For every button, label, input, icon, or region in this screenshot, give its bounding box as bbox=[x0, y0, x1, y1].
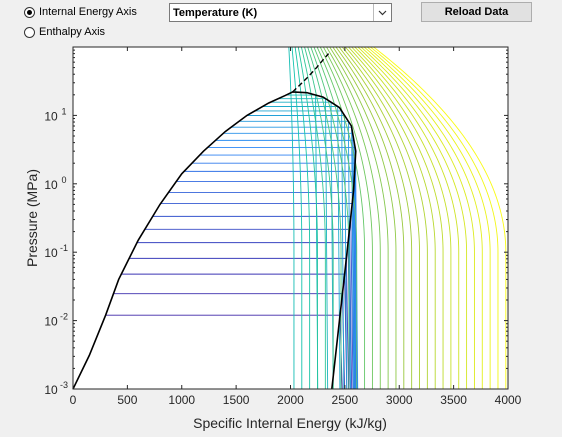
isotherm-line bbox=[360, 46, 475, 389]
y-tick-exponent: 1 bbox=[61, 106, 66, 116]
radio-enthalpy-label: Enthalpy Axis bbox=[39, 26, 106, 38]
x-tick-label: 0 bbox=[70, 393, 77, 407]
x-tick-label: 3000 bbox=[386, 393, 413, 407]
radio-button-icon[interactable] bbox=[24, 26, 35, 38]
y-tick-label: 10 bbox=[44, 383, 58, 397]
isotherm-line bbox=[370, 46, 499, 389]
isotherm-line bbox=[367, 46, 491, 389]
x-tick-label: 1000 bbox=[168, 393, 195, 407]
isotherm-line bbox=[297, 46, 318, 389]
isotherm-line bbox=[307, 46, 342, 389]
x-tick-label: 3500 bbox=[440, 393, 467, 407]
chevron-down-icon[interactable] bbox=[373, 4, 391, 21]
x-tick-label: 500 bbox=[117, 393, 137, 407]
radio-button-icon[interactable] bbox=[24, 6, 35, 18]
saturation-dome-layer bbox=[72, 53, 357, 390]
isotherm-line bbox=[291, 46, 303, 389]
isotherm-line bbox=[332, 46, 405, 389]
x-tick-label: 2500 bbox=[332, 393, 359, 407]
reload-data-button[interactable]: Reload Data bbox=[421, 2, 532, 22]
isotherm-line bbox=[357, 46, 468, 389]
y-tick-label: 10 bbox=[44, 178, 58, 192]
y-tick-exponent: -1 bbox=[60, 243, 68, 253]
isotherm-line bbox=[322, 46, 381, 389]
isotherm-line bbox=[338, 46, 420, 389]
radio-enthalpy[interactable]: Enthalpy Axis bbox=[24, 26, 105, 38]
x-tick-label: 1500 bbox=[223, 393, 250, 407]
y-axis-label: Pressure (MPa) bbox=[24, 169, 40, 267]
x-tick-label: 2000 bbox=[277, 393, 304, 407]
property-select[interactable]: Temperature (K) bbox=[169, 3, 392, 22]
isotherm-line bbox=[316, 46, 366, 389]
property-select-value: Temperature (K) bbox=[173, 6, 258, 19]
isotherm-line bbox=[294, 46, 311, 389]
isotherm-line bbox=[373, 46, 507, 389]
isotherm-line bbox=[363, 46, 483, 389]
x-axis-label: Specific Internal Energy (kJ/kg) bbox=[193, 415, 387, 431]
isotherm-line bbox=[304, 46, 334, 389]
y-tick-exponent: -2 bbox=[60, 312, 68, 322]
isotherm-line bbox=[354, 46, 460, 389]
axis-layer: 0 500 1000 1500 2000 2500 3000 3500 400010-310-2… bbox=[44, 47, 522, 407]
isotherm-line bbox=[351, 46, 452, 389]
isotherm-line bbox=[344, 46, 436, 389]
y-tick-label: 10 bbox=[44, 315, 58, 329]
isotherm-line bbox=[335, 46, 413, 389]
x-tick-label: 4000 bbox=[495, 393, 522, 407]
y-tick-label: 10 bbox=[44, 246, 58, 260]
isotherm-line bbox=[326, 46, 389, 389]
isotherm-line bbox=[329, 46, 397, 389]
isotherm-line bbox=[348, 46, 444, 389]
isotherm-line bbox=[319, 46, 373, 389]
isotherm-line bbox=[310, 46, 350, 389]
y-tick-exponent: 0 bbox=[61, 175, 66, 185]
isotherm-layer bbox=[105, 46, 507, 390]
y-tick-label: 10 bbox=[44, 109, 58, 123]
isotherm-line bbox=[341, 46, 428, 389]
saturation-dome-curve bbox=[72, 91, 357, 390]
y-tick-exponent: -3 bbox=[60, 380, 68, 390]
isotherm-line bbox=[288, 46, 295, 389]
radio-internal-label: Internal Energy Axis bbox=[39, 6, 137, 18]
isotherm-line bbox=[300, 46, 326, 389]
radio-internal-energy[interactable]: Internal Energy Axis bbox=[24, 6, 137, 18]
critical-isotherm-dashed bbox=[292, 53, 330, 93]
